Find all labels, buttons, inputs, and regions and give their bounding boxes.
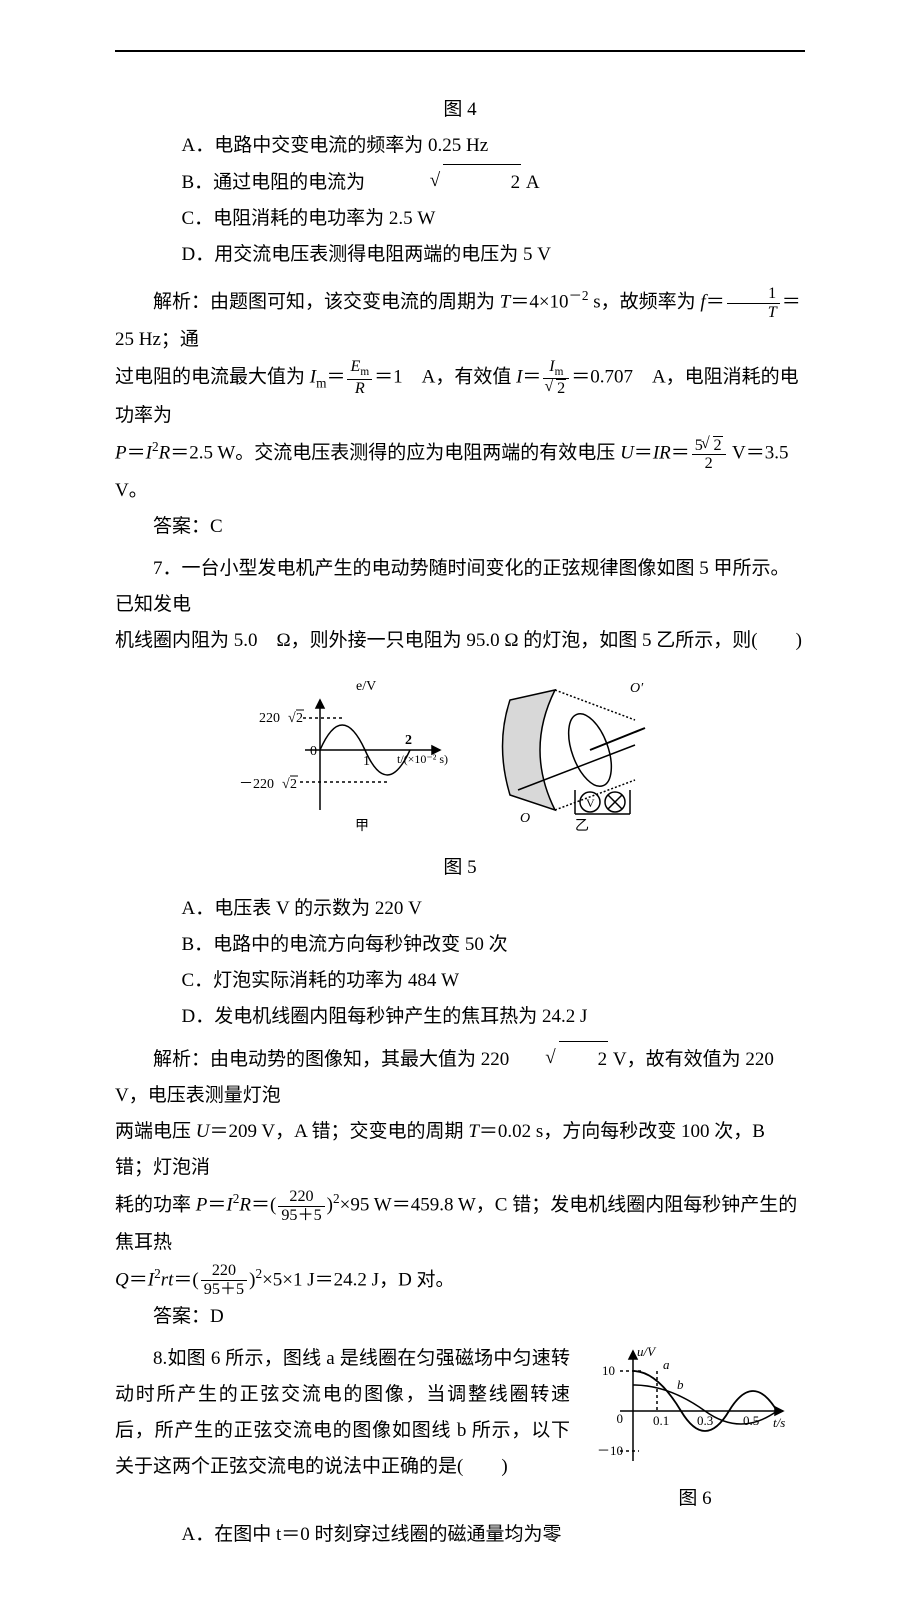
fig5-jia: 甲 — [355, 819, 369, 834]
fig5-caption: 图 5 — [115, 850, 805, 886]
frac-1-num: 1 — [727, 285, 780, 304]
fig6-xlabel: t/s — [773, 1415, 785, 1430]
q7-answer: 答案：D — [115, 1299, 805, 1335]
q7-stem-2: 机线圈内阻为 5.0 Ω，则外接一只电阻为 95.0 Ω 的灯泡，如图 5 乙所… — [115, 623, 805, 659]
top-rule — [115, 50, 805, 52]
q7s-p3a: 耗的功率 — [115, 1195, 196, 1216]
fig5-o: O — [520, 811, 530, 826]
q4-answer: 答案：C — [115, 509, 805, 545]
q8a-text: A．在图中 t＝0 时刻穿过线圈的磁通量均为零 — [182, 1524, 562, 1545]
fig5-zero: 0 — [310, 744, 317, 759]
q4s-IR: IR — [653, 443, 671, 464]
frac-Im-den: 2 — [543, 379, 569, 398]
fig6-svg: u/V 10 0 －10 0.1 0.3 0.5 t/s a b — [595, 1341, 795, 1481]
fig6-b: b — [677, 1377, 684, 1392]
q4-option-c: C．电阻消耗的电功率为 2.5 W — [115, 201, 805, 237]
q7s-p4a: ×5×1 J＝24.2 J，D 对。 — [262, 1269, 454, 1290]
q8-option-a: A．在图中 t＝0 时刻穿过线圈的磁通量均为零 — [115, 1517, 805, 1553]
q7-option-a: A．电压表 V 的示数为 220 V — [115, 891, 805, 927]
svg-text:V: V — [586, 796, 595, 810]
q7s-sqrt2: 2 — [559, 1041, 609, 1078]
em: E — [350, 358, 360, 375]
q7s-p1: 解析：由电动势的图像知，其最大值为 220 — [153, 1049, 509, 1070]
q7s-Q: Q — [115, 1269, 129, 1290]
fig5-ybotr: 2 — [290, 777, 297, 792]
svg-text:√: √ — [282, 777, 290, 792]
q4s-exp: －2 — [569, 288, 589, 303]
q7-option-c: C．灯泡实际消耗的功率为 484 W — [115, 963, 805, 999]
fig5-ybot: －220 — [240, 777, 274, 792]
fig6-a: a — [663, 1357, 670, 1372]
f2-220-n: 220 — [201, 1262, 247, 1281]
fig5-ylabel: e/V — [356, 679, 376, 694]
svg-text:－220: －220 — [240, 777, 274, 792]
q7-stem-1: 7．一台小型发电机产生的电动势随时间变化的正弦规律图像如图 5 甲所示。已知发电 — [115, 551, 805, 623]
fig6-caption: 图 6 — [585, 1481, 805, 1517]
frac-Em-den: R — [347, 380, 372, 398]
q4-solution: 解析：由题图可知，该交变电流的周期为 T＝4×10－2 s，故频率为 f＝1T＝… — [115, 283, 805, 509]
svg-text:220: 220 — [259, 711, 280, 726]
q4s-2a: 过电阻的电流最大值为 — [115, 366, 310, 387]
fig6-zero: 0 — [617, 1411, 624, 1426]
svg-text:√: √ — [288, 711, 296, 726]
fig6-x2: 0.3 — [697, 1413, 713, 1428]
fig5-yi: 乙 — [575, 818, 589, 834]
sqrt2-b: 2 — [443, 164, 521, 201]
q7s-T: T — [468, 1121, 479, 1142]
q7-solution: 解析：由电动势的图像知，其最大值为 2202 V，故有效值为 220 V，电压表… — [115, 1041, 805, 1299]
q4s-1b: ＝4×10 — [510, 292, 568, 313]
q4-option-a: A．电路中交变电流的频率为 0.25 Hz — [115, 128, 805, 164]
frac-5r2-num: 52 — [692, 436, 726, 456]
fig6-x1: 0.1 — [653, 1413, 669, 1428]
q4s-U: U — [620, 443, 634, 464]
q4s-3b: ＝ — [671, 443, 690, 464]
fig5-x2: 2 — [405, 733, 412, 748]
q7s-U: U — [196, 1121, 210, 1142]
q7s-P: P — [196, 1195, 208, 1216]
fig5-x1: 1 — [363, 754, 370, 769]
f2-220-d: 95＋5 — [201, 1281, 247, 1299]
q4-option-d: D．用交流电压表测得电阻两端的电压为 5 V — [115, 237, 805, 273]
frac-5r2-den: 2 — [692, 455, 726, 473]
fig5-op: O′ — [630, 681, 644, 696]
fig6-x3: 0.5 — [743, 1413, 759, 1428]
q4s-Im-sub: m — [316, 375, 326, 390]
frac-1-den: T — [727, 304, 780, 322]
q4s-1a: 解析：由题图可知，该交变电流的周期为 — [153, 292, 500, 313]
fig6-ym10: －10 — [597, 1443, 623, 1458]
q4s-2b: ＝1 A，有效值 — [374, 366, 516, 387]
q4-b-text: B．通过电阻的电流为 — [182, 172, 366, 193]
q7s-p3b: ×95 W＝459.8 W，C 错；发电机线圈内阻每秒钟产生的焦耳热 — [115, 1195, 797, 1253]
f-220-d: 95＋5 — [278, 1207, 324, 1225]
q7-option-b: B．电路中的电流方向每秒钟改变 50 次 — [115, 927, 805, 963]
q4s-T: T — [500, 292, 511, 313]
fig4-caption: 图 4 — [115, 92, 805, 128]
fig5-ytop: 220 — [259, 711, 280, 726]
fig5-svg: e/V 220 √2 0 －220 √2 1 2 t/(×10⁻² s) 甲 乙… — [240, 670, 680, 850]
q4s-3a: ＝2.5 W。交流电压表测得的应为电阻两端的有效电压 — [170, 443, 620, 464]
fig6: u/V 10 0 －10 0.1 0.3 0.5 t/s a b 图 6 — [585, 1341, 805, 1517]
q4s-f: f — [700, 292, 705, 313]
fig6-ylabel: u/V — [637, 1344, 657, 1359]
fig6-y10: 10 — [602, 1363, 615, 1378]
f-220-n: 220 — [278, 1188, 324, 1207]
q7s-p2a: 两端电压 — [115, 1121, 196, 1142]
q4s-P: P — [115, 443, 127, 464]
q4s-I: I — [516, 366, 522, 387]
fig5: e/V 220 √2 0 －220 √2 1 2 t/(×10⁻² s) 甲 乙… — [115, 670, 805, 886]
q4-b-tail: A — [521, 172, 539, 193]
q4s-1c: s，故频率为 — [589, 292, 701, 313]
q7-option-d: D．发电机线圈内阻每秒钟产生的焦耳热为 24.2 J — [115, 999, 805, 1035]
rt: rt — [161, 1269, 174, 1290]
fig5-ytopr: 2 — [296, 711, 303, 726]
q7s-p2b: ＝209 V，A 错；交变电的周期 — [210, 1121, 469, 1142]
frac-Em-num: Em — [347, 358, 372, 380]
frac-Im-num: Im — [543, 358, 569, 380]
q4-option-b: B．通过电阻的电流为 2 A — [115, 164, 805, 201]
